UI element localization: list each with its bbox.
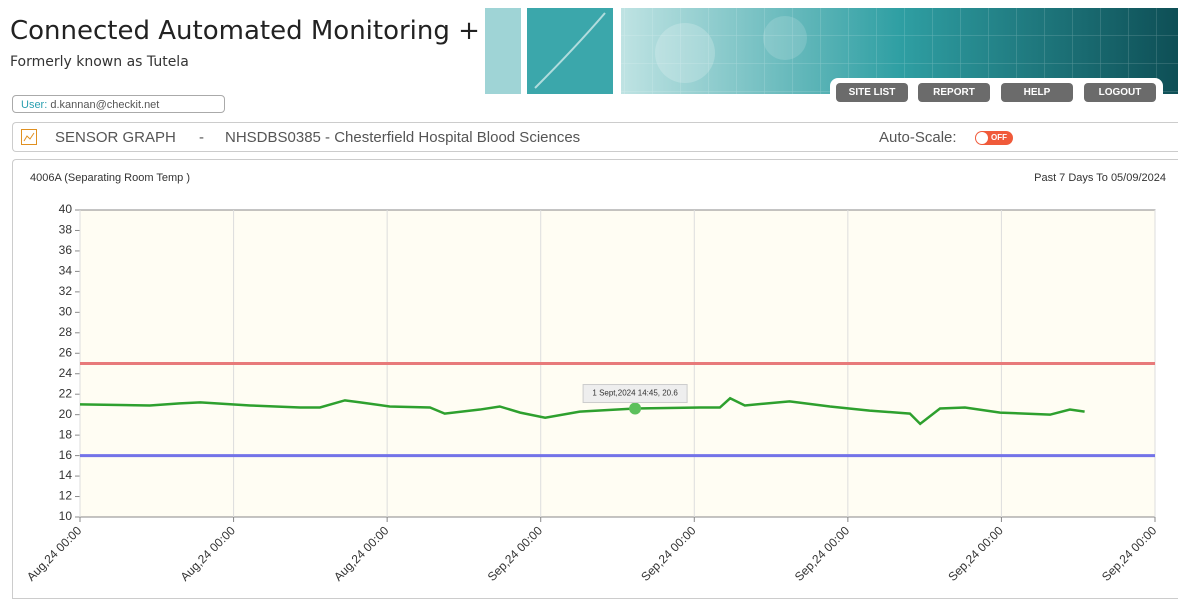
x-tick-label: Sep,24 00:00 — [792, 523, 853, 584]
x-tick-label: Aug,24 00:00 — [178, 523, 239, 584]
y-tick-label: 40 — [59, 202, 73, 216]
highlight-point — [629, 403, 641, 415]
chart-title: 4006A (Separating Room Temp ) — [30, 172, 190, 184]
y-tick-label: 32 — [59, 284, 73, 298]
x-tick-label: Sep,24 00:00 — [1099, 523, 1160, 584]
y-tick-label: 24 — [59, 366, 73, 380]
y-tick-label: 16 — [59, 448, 73, 462]
y-tick-label: 26 — [59, 345, 73, 359]
y-tick-label: 18 — [59, 427, 73, 441]
y-tick-label: 36 — [59, 243, 73, 257]
y-tick-label: 22 — [59, 386, 73, 400]
y-tick-label: 30 — [59, 305, 73, 319]
x-tick-label: Sep,24 00:00 — [485, 523, 546, 584]
tooltip-text: 1 Sept,2024 14:45, 20.6 — [592, 389, 678, 398]
x-tick-label: Aug,24 00:00 — [24, 523, 85, 584]
y-tick-label: 38 — [59, 223, 73, 237]
chart-subtitle: Past 7 Days To 05/09/2024 — [1034, 172, 1166, 184]
x-tick-label: Sep,24 00:00 — [638, 523, 699, 584]
y-tick-label: 12 — [59, 489, 73, 503]
x-tick-label: Sep,24 00:00 — [945, 523, 1006, 584]
y-tick-label: 34 — [59, 264, 73, 278]
y-tick-label: 20 — [59, 407, 73, 421]
y-tick-label: 14 — [59, 468, 73, 482]
y-tick-label: 28 — [59, 325, 73, 339]
page: Connected Automated Monitoring + Formerl… — [0, 0, 1178, 593]
x-tick-label: Aug,24 00:00 — [331, 523, 392, 584]
chart: 4006A (Separating Room Temp ) Past 7 Day… — [0, 0, 1178, 593]
y-tick-label: 10 — [59, 509, 73, 523]
